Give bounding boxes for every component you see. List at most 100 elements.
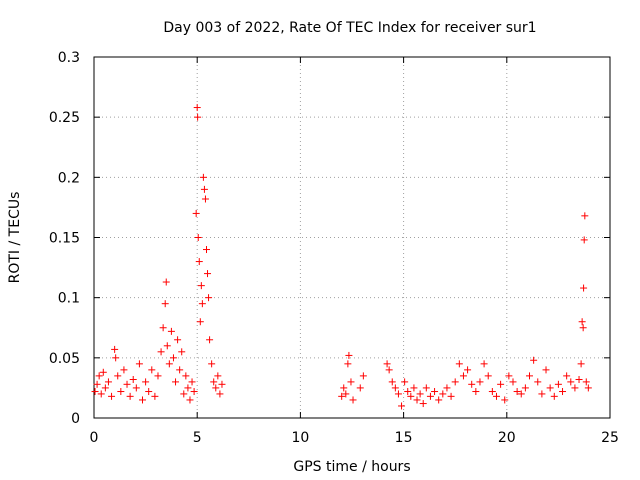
data-point bbox=[208, 360, 216, 368]
data-point bbox=[93, 380, 101, 388]
data-point bbox=[422, 384, 430, 392]
data-point bbox=[419, 400, 427, 408]
data-point bbox=[577, 360, 585, 368]
data-point bbox=[394, 390, 402, 398]
data-point bbox=[398, 402, 406, 410]
data-point bbox=[154, 372, 162, 380]
data-point bbox=[571, 384, 579, 392]
data-point bbox=[151, 392, 159, 400]
data-point bbox=[459, 372, 467, 380]
data-point bbox=[345, 351, 353, 359]
data-point bbox=[342, 390, 350, 398]
data-point bbox=[148, 366, 156, 374]
data-point bbox=[139, 396, 147, 404]
data-point bbox=[178, 348, 186, 356]
data-point bbox=[581, 212, 589, 220]
data-point bbox=[517, 390, 525, 398]
data-point bbox=[194, 234, 202, 241]
data-point bbox=[538, 390, 546, 398]
x-tick-label: 10 bbox=[291, 430, 309, 446]
data-point bbox=[416, 390, 424, 398]
data-point bbox=[212, 384, 220, 392]
data-point bbox=[559, 388, 567, 396]
data-point bbox=[492, 392, 500, 400]
data-point bbox=[193, 104, 201, 112]
data-point bbox=[468, 380, 476, 388]
data-point bbox=[172, 378, 180, 386]
data-point bbox=[435, 396, 443, 404]
data-point bbox=[484, 372, 492, 380]
data-point bbox=[472, 388, 480, 396]
data-point bbox=[197, 282, 205, 290]
data-point bbox=[204, 270, 212, 278]
data-point bbox=[132, 384, 140, 392]
data-point bbox=[542, 366, 550, 374]
data-point bbox=[129, 375, 137, 383]
data-point bbox=[404, 388, 412, 396]
data-point bbox=[165, 360, 173, 368]
data-point bbox=[104, 378, 112, 386]
data-points bbox=[91, 104, 592, 410]
data-point bbox=[554, 380, 562, 388]
data-point bbox=[359, 372, 367, 380]
data-point bbox=[580, 284, 588, 292]
data-point bbox=[464, 366, 472, 374]
data-point bbox=[505, 372, 513, 380]
data-point bbox=[426, 392, 434, 400]
data-point bbox=[188, 378, 196, 386]
data-point bbox=[347, 378, 355, 386]
data-point bbox=[431, 388, 439, 396]
data-point bbox=[126, 392, 134, 400]
data-point bbox=[163, 342, 171, 350]
data-point bbox=[97, 390, 105, 398]
data-point bbox=[550, 392, 558, 400]
data-point bbox=[567, 378, 575, 386]
data-point bbox=[391, 384, 399, 392]
data-point bbox=[451, 378, 459, 386]
data-point bbox=[530, 356, 538, 364]
data-point bbox=[501, 396, 509, 404]
x-axis-label: GPS time / hours bbox=[293, 459, 410, 475]
data-point bbox=[575, 375, 583, 383]
data-point bbox=[214, 372, 222, 380]
data-point bbox=[176, 366, 184, 374]
x-tick-label: 25 bbox=[601, 430, 619, 446]
data-point bbox=[108, 392, 116, 400]
x-tick-label: 0 bbox=[90, 430, 99, 446]
data-point bbox=[202, 246, 210, 254]
data-point bbox=[578, 318, 586, 326]
y-axis-label: ROTI / TECUs bbox=[7, 192, 23, 284]
data-point bbox=[584, 384, 592, 392]
data-point bbox=[120, 366, 128, 374]
y-tick-label: 0.1 bbox=[58, 291, 80, 307]
data-point bbox=[563, 372, 571, 380]
data-point bbox=[546, 384, 554, 392]
data-point bbox=[182, 372, 190, 380]
data-point bbox=[385, 366, 393, 374]
data-point bbox=[161, 300, 169, 308]
data-point bbox=[476, 378, 484, 386]
data-point bbox=[142, 378, 150, 386]
data-point bbox=[534, 378, 542, 386]
y-tick-label: 0.2 bbox=[58, 170, 80, 186]
data-point bbox=[383, 360, 391, 368]
data-point bbox=[198, 300, 206, 308]
data-point bbox=[159, 324, 167, 332]
data-point bbox=[162, 278, 170, 286]
data-point bbox=[174, 336, 182, 344]
data-point bbox=[580, 236, 588, 244]
data-point bbox=[112, 354, 120, 362]
data-point bbox=[95, 372, 103, 380]
data-point bbox=[513, 388, 521, 396]
data-point bbox=[356, 384, 364, 392]
data-point bbox=[114, 372, 122, 380]
data-point bbox=[497, 380, 505, 388]
data-point bbox=[407, 392, 415, 400]
data-point bbox=[210, 378, 218, 386]
data-point bbox=[157, 348, 165, 356]
data-point bbox=[184, 384, 192, 392]
data-point bbox=[123, 380, 131, 388]
data-point bbox=[340, 384, 348, 392]
